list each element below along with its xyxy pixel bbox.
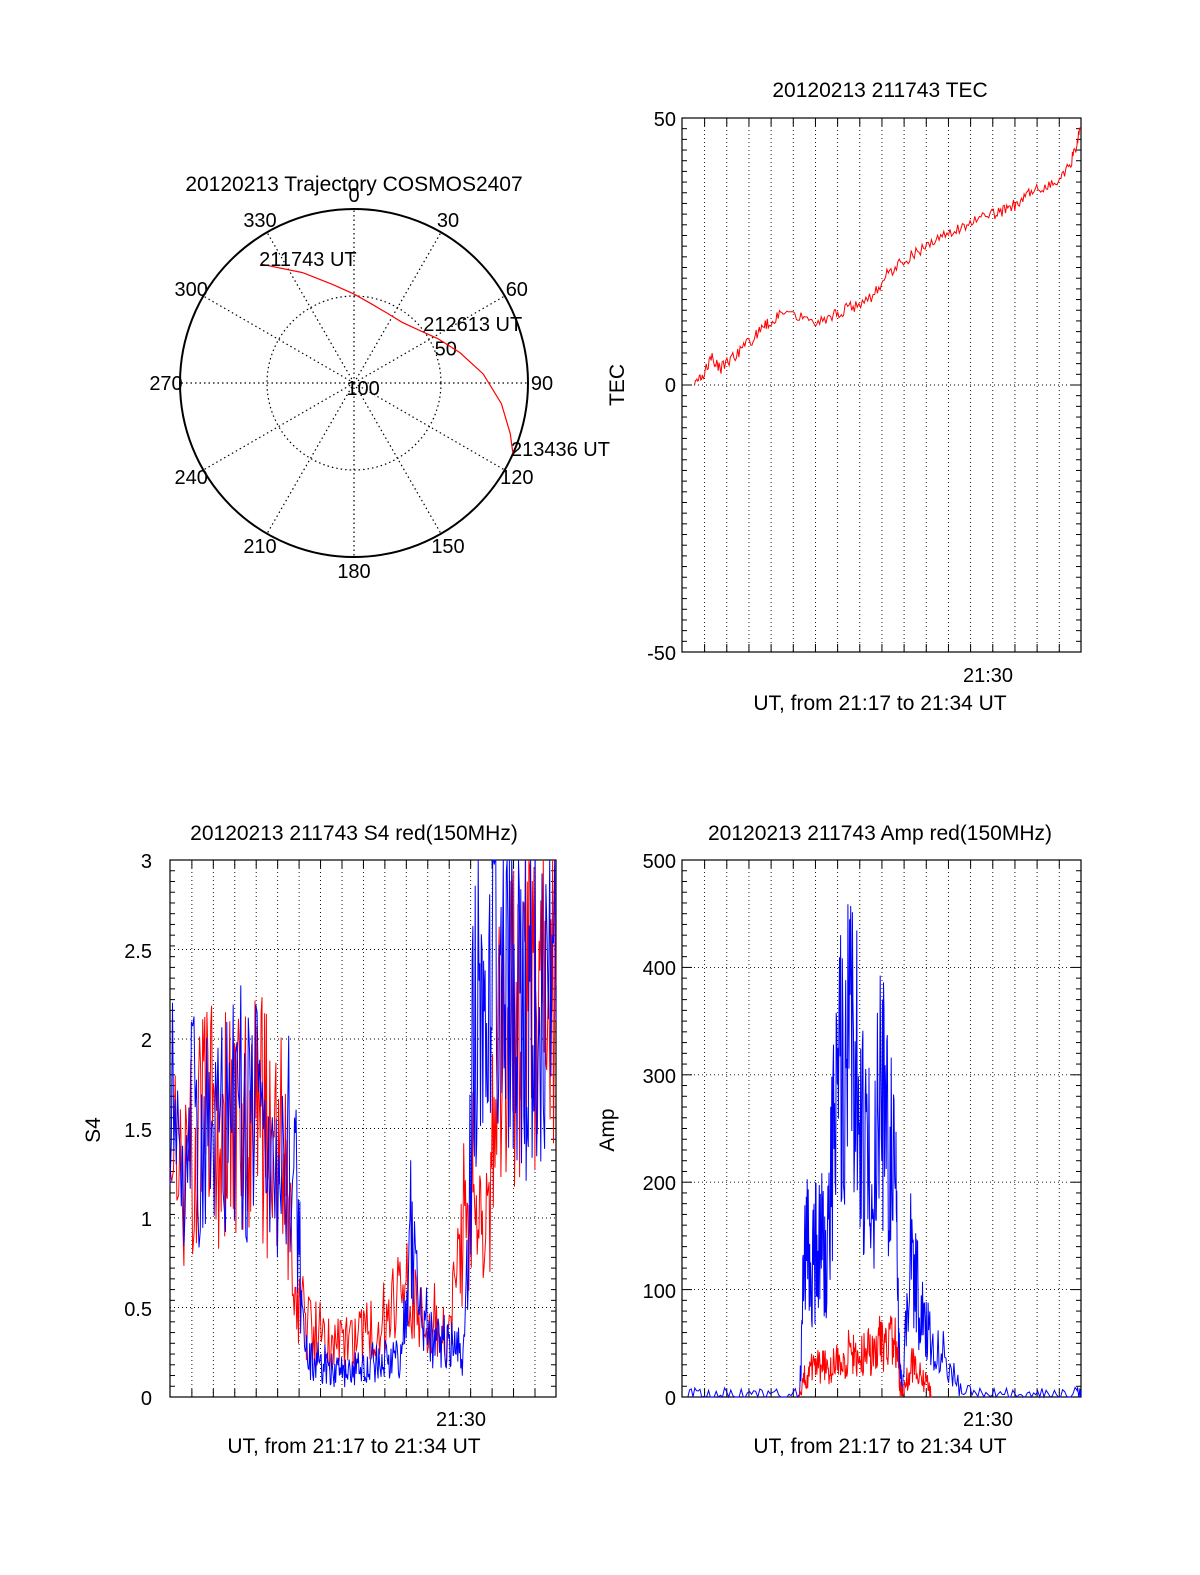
amp-ytick-label: 0 [665, 1388, 676, 1410]
polar-radial-label: 50 [435, 339, 457, 361]
polar-time-annotation: 213436 UT [511, 439, 610, 461]
s4-ytick-label: 0 [141, 1388, 152, 1410]
polar-angle-label: 150 [431, 536, 464, 558]
series-line-red [798, 1315, 933, 1398]
amp-ytick-label: 300 [643, 1066, 676, 1088]
s4-chart-title: 20120213 211743 S4 red(150MHz) [190, 822, 518, 845]
tec-ytick-label: 0 [665, 375, 676, 397]
polar-angle-label: 240 [174, 467, 207, 489]
tec-panel: 20120213 211743 TEC 50 0 -50 21:30 UT, f… [606, 79, 1082, 715]
s4-x-axis-label: UT, from 21:17 to 21:34 UT [227, 1435, 480, 1458]
s4-ytick-label: 1.5 [124, 1120, 152, 1142]
polar-angle-label: 330 [243, 210, 276, 232]
polar-grid-spoke [203, 382, 355, 471]
s4-xtick-label: 21:30 [436, 1409, 486, 1431]
tec-x-axis-label: UT, from 21:17 to 21:34 UT [753, 692, 1006, 715]
polar-grid [179, 208, 529, 558]
polar-angle-labels: 0 30 60 90 120 150 180 210 240 270 300 330 [149, 185, 553, 583]
polar-angle-label: 30 [437, 210, 459, 232]
s4-series [169, 859, 557, 1388]
polar-grid-spoke [353, 232, 442, 384]
s4-ytick-label: 1 [141, 1209, 152, 1231]
s4-panel: 20120213 211743 S4 red(150MHz) 3 2.5 2 1… [82, 822, 557, 1458]
amp-ytick-label: 200 [643, 1173, 676, 1195]
tec-series [694, 127, 1082, 386]
amp-x-axis-label: UT, from 21:17 to 21:34 UT [753, 1435, 1006, 1458]
polar-angle-label: 90 [531, 373, 553, 395]
polar-trajectory-panel: 20120213 Trajectory COSMOS2407 0 30 60 90 12… [149, 173, 610, 583]
polar-grid-spoke [353, 295, 505, 384]
polar-grid-spoke [266, 382, 355, 534]
amp-series [687, 904, 1082, 1399]
s4-ytick-label: 2.5 [124, 941, 152, 963]
amp-xtick-label: 21:30 [963, 1409, 1013, 1431]
polar-time-annotation: 211743 UT [259, 249, 356, 271]
polar-grid-spoke [266, 232, 355, 384]
polar-angle-label: 180 [337, 561, 370, 583]
series-line-red [694, 127, 1082, 386]
polar-radial-labels: 50 100 [346, 339, 457, 400]
polar-angle-label: 0 [348, 185, 359, 207]
polar-grid-spoke [353, 382, 505, 471]
s4-ytick-label: 2 [141, 1030, 152, 1052]
amp-ytick-label: 500 [643, 851, 676, 873]
polar-trajectory-line [261, 263, 514, 454]
tec-ytick-label: 50 [654, 109, 676, 131]
polar-grid-spoke [203, 295, 355, 384]
tec-y-axis-label: TEC [606, 364, 629, 406]
polar-angle-label: 210 [243, 536, 276, 558]
series-line-blue [169, 859, 557, 1388]
polar-grid-spoke [353, 382, 442, 534]
polar-trajectory-series [261, 263, 514, 454]
polar-outer-circle [179, 208, 529, 558]
amp-ytick-label: 400 [643, 958, 676, 980]
polar-annotations: 211743 UT 212613 UT 213436 UT [259, 249, 610, 461]
tec-chart-title: 20120213 211743 TEC [772, 79, 987, 102]
polar-angle-label: 60 [506, 279, 528, 301]
s4-ytick-label: 0.5 [124, 1299, 152, 1321]
amp-panel: 20120213 211743 Amp red(150MHz) 500 400 … [596, 822, 1082, 1458]
polar-angle-label: 120 [500, 467, 533, 489]
tec-xtick-label: 21:30 [963, 665, 1013, 687]
tec-ytick-label: -50 [647, 643, 676, 665]
polar-chart-title: 20120213 Trajectory COSMOS2407 [185, 173, 522, 196]
polar-time-annotation: 212613 UT [423, 314, 522, 336]
s4-y-axis-label: S4 [82, 1117, 105, 1143]
series-line-blue [687, 904, 1082, 1399]
amp-chart-title: 20120213 211743 Amp red(150MHz) [708, 822, 1052, 845]
polar-radial-label: 100 [346, 378, 379, 400]
amp-ytick-label: 100 [643, 1281, 676, 1303]
amp-y-axis-label: Amp [596, 1108, 619, 1151]
polar-angle-label: 300 [174, 279, 207, 301]
polar-angle-label: 270 [149, 373, 182, 395]
s4-ytick-label: 3 [141, 851, 152, 873]
tec-ticks [682, 117, 1081, 653]
amp-ticks [682, 859, 1081, 1398]
